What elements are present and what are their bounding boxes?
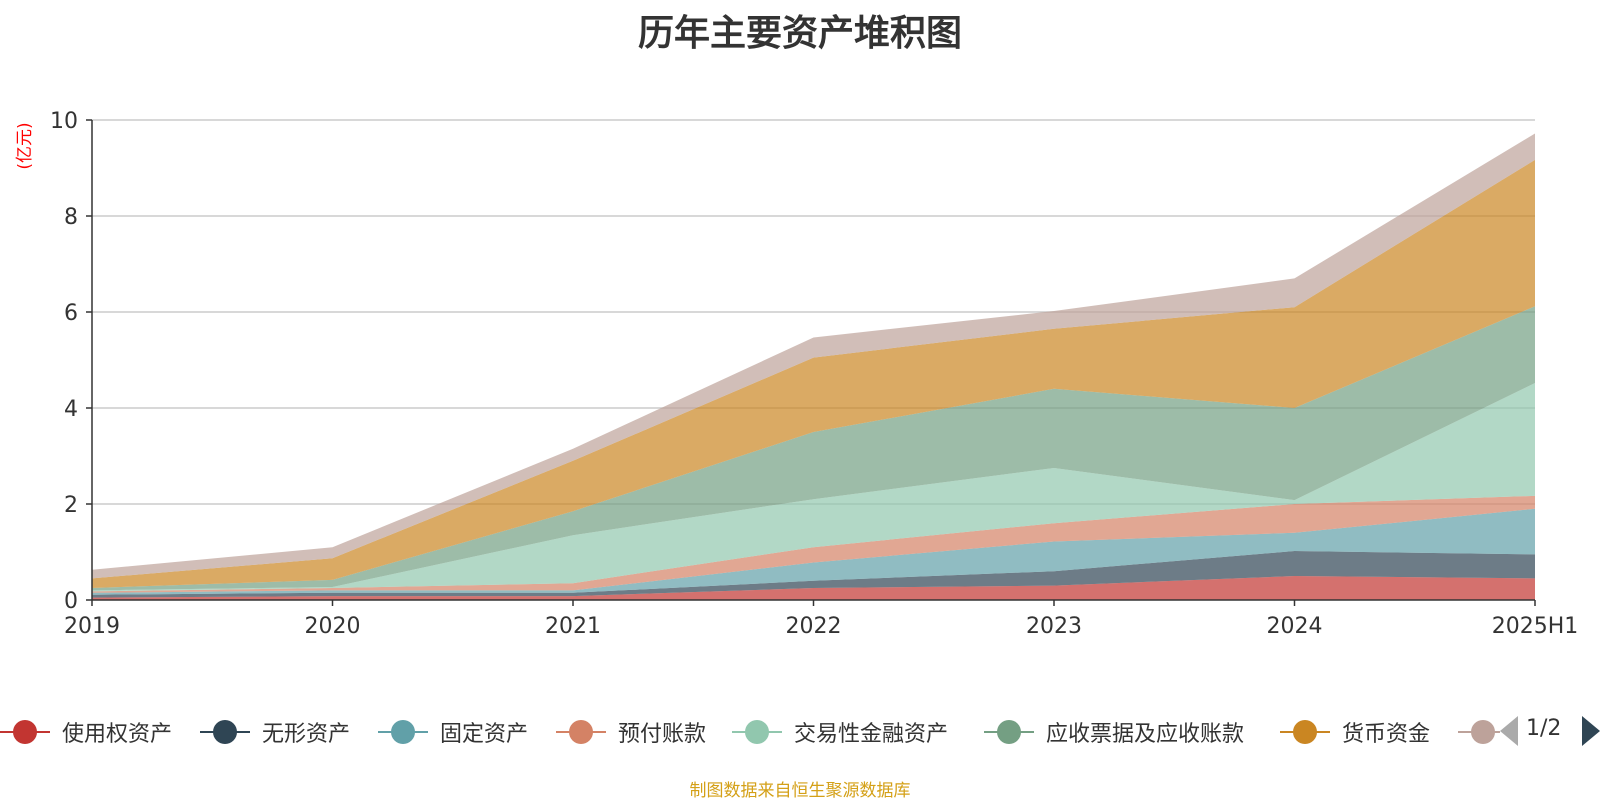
- legend-pager: 1/2: [1500, 716, 1600, 750]
- chart-title: 历年主要资产堆积图: [637, 13, 962, 54]
- x-tick-label: 2024: [1267, 614, 1323, 639]
- x-tick-label: 2021: [545, 614, 601, 639]
- legend-marker-icon: [984, 719, 1034, 745]
- legend-marker-icon: [732, 719, 782, 745]
- legend-marker-icon: [200, 719, 250, 745]
- legend-item-7[interactable]: [1458, 712, 1500, 752]
- area-series-1[interactable]: [92, 551, 1535, 598]
- y-tick-label: 0: [64, 589, 78, 614]
- legend-item-1[interactable]: 无形资产: [200, 712, 350, 752]
- axes: 0 2 4 6 8 10 2019 2020 2021 2022 2023 2024 2025H1: [50, 109, 1578, 639]
- legend-item-6[interactable]: 货币资金: [1280, 712, 1430, 752]
- legend-item-5[interactable]: 应收票据及应收账款: [984, 712, 1244, 752]
- legend-page-indicator: 1/2: [1526, 716, 1562, 741]
- area-series-3[interactable]: [92, 495, 1535, 593]
- x-tick-label: 2022: [786, 614, 842, 639]
- area-series-6[interactable]: [92, 159, 1535, 588]
- y-tick-label: 2: [64, 493, 78, 518]
- y-axis-label: (亿元): [15, 122, 35, 169]
- x-tick-label: 2025H1: [1492, 614, 1579, 639]
- legend-label: 应收票据及应收账款: [1046, 722, 1245, 747]
- x-tick-label: 2020: [305, 614, 361, 639]
- source-note: 制图数据来自恒生聚源数据库: [689, 781, 911, 801]
- legend-marker-icon: [0, 719, 50, 745]
- legend-label: 货币资金: [1342, 722, 1431, 747]
- area-series-7[interactable]: [92, 133, 1535, 579]
- y-tick-label: 10: [50, 109, 78, 134]
- legend-next-page-icon[interactable]: [1582, 716, 1600, 746]
- legend-label: 预付账款: [618, 722, 707, 747]
- legend-label: 使用权资产: [62, 722, 173, 747]
- legend-marker-icon: [1280, 719, 1330, 745]
- legend-item-3[interactable]: 预付账款: [556, 712, 706, 752]
- chart-plot: 0 2 4 6 8 10 2019 2020 2021 2022 2023 2024 2025H1 (亿…: [15, 109, 1578, 639]
- legend-item-2[interactable]: 固定资产: [378, 712, 528, 752]
- y-tick-label: 4: [64, 397, 78, 422]
- legend-marker-icon: [1458, 719, 1500, 745]
- legend-label: 交易性金融资产: [794, 722, 949, 747]
- legend-item-0[interactable]: 使用权资产: [0, 712, 172, 752]
- area-series: [92, 133, 1535, 600]
- legend-prev-page-icon[interactable]: [1500, 716, 1518, 746]
- area-series-5[interactable]: [92, 306, 1535, 591]
- y-tick-label: 8: [64, 205, 78, 230]
- x-tick-label: 2023: [1026, 614, 1082, 639]
- y-tick-label: 6: [64, 301, 78, 326]
- area-series-2[interactable]: [92, 508, 1535, 595]
- legend-label: 无形资产: [262, 722, 351, 747]
- legend-item-4[interactable]: 交易性金融资产: [732, 712, 948, 752]
- x-tick-label: 2019: [64, 614, 120, 639]
- legend-label: 固定资产: [440, 722, 529, 747]
- legend-marker-icon: [556, 719, 606, 745]
- legend-marker-icon: [378, 719, 428, 745]
- legend: 使用权资产 无形资产 固定资产 预付账款 交易性金融资产 应收票据及应收账款 货币资金: [0, 712, 1600, 752]
